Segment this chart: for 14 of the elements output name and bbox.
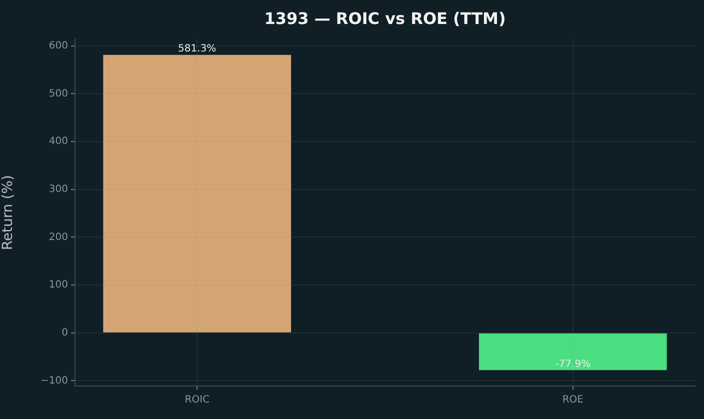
y-axis-title: Return (%) — [0, 175, 16, 250]
y-tick-label: −100 — [40, 375, 68, 386]
y-tick-label: 200 — [48, 232, 68, 243]
y-tick-label: 500 — [48, 88, 68, 100]
data-label: 581.3% — [178, 43, 216, 54]
y-tick-label: 100 — [48, 280, 68, 291]
y-tick-label: 0 — [62, 327, 68, 338]
x-tick-label: ROE — [562, 394, 584, 406]
y-tick-label: 400 — [48, 136, 68, 148]
data-label: -77.9% — [555, 358, 591, 370]
y-tick-label: 600 — [48, 40, 68, 52]
x-tick-label: ROIC — [184, 394, 210, 406]
y-tick-label: 300 — [48, 184, 68, 195]
chart-title: 1393 — ROIC vs ROE (TTM) — [264, 8, 506, 28]
